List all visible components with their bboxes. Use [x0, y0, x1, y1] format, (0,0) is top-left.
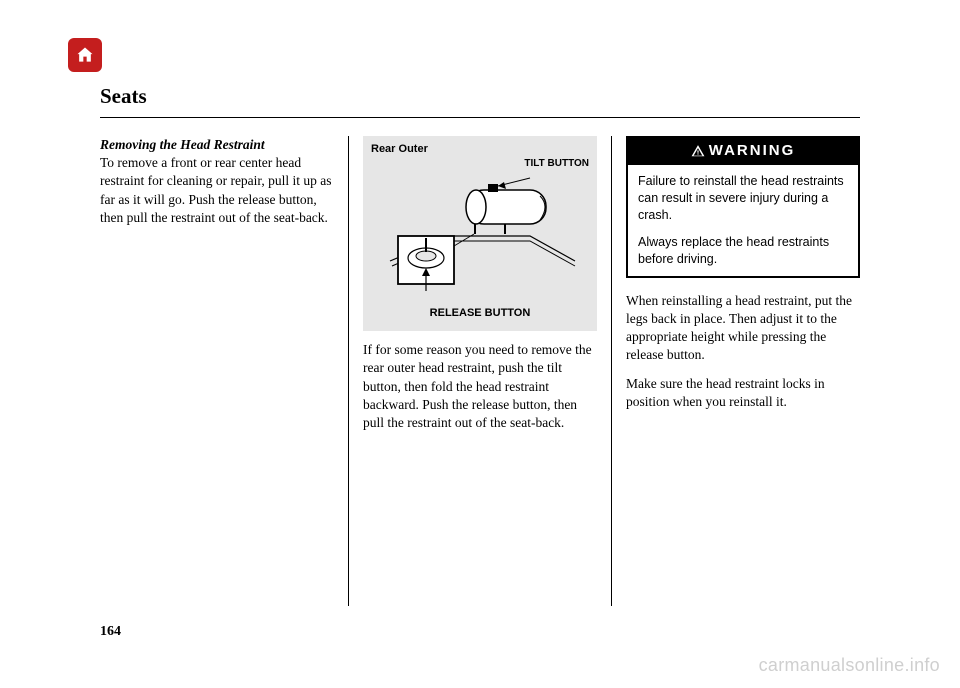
page-number: 164: [100, 624, 121, 640]
page-title: Seats: [100, 84, 860, 109]
col1-paragraph: Removing the Head Restraint To remove a …: [100, 136, 334, 227]
headrest-diagram: [380, 176, 580, 296]
col2-body: If for some reason you need to remove th…: [363, 341, 597, 432]
diagram-label-release: RELEASE BUTTON: [371, 306, 589, 321]
warning-box: WARNING Failure to reinstall the head re…: [626, 136, 860, 278]
columns: Removing the Head Restraint To remove a …: [100, 136, 860, 606]
warning-p2: Always replace the head restraints befor…: [638, 234, 848, 268]
page-content: Seats Removing the Head Restraint To rem…: [100, 84, 860, 606]
diagram-label-tilt: TILT BUTTON: [371, 157, 589, 171]
column-1: Removing the Head Restraint To remove a …: [100, 136, 349, 606]
warning-header: WARNING: [628, 138, 858, 165]
diagram-svg-wrap: [371, 172, 589, 300]
col3-p1: When reinstalling a head restraint, put …: [626, 292, 860, 365]
col1-subhead: Removing the Head Restraint: [100, 137, 265, 152]
column-3: WARNING Failure to reinstall the head re…: [612, 136, 860, 606]
diagram-box: Rear Outer TILT BUTTON: [363, 136, 597, 331]
home-button[interactable]: [68, 38, 102, 72]
watermark: carmanualsonline.info: [759, 655, 940, 676]
home-icon: [75, 45, 95, 65]
warning-icon: [691, 144, 705, 158]
warning-p1: Failure to reinstall the head restraints…: [638, 173, 848, 224]
diagram-label-rear-outer: Rear Outer: [371, 142, 589, 157]
col1-body: To remove a front or rear center head re…: [100, 155, 332, 225]
title-rule: [100, 117, 860, 118]
warning-body: Failure to reinstall the head restraints…: [628, 165, 858, 275]
col3-p2: Make sure the head restraint locks in po…: [626, 375, 860, 411]
warning-header-text: WARNING: [709, 141, 796, 161]
column-2: Rear Outer TILT BUTTON: [349, 136, 612, 606]
